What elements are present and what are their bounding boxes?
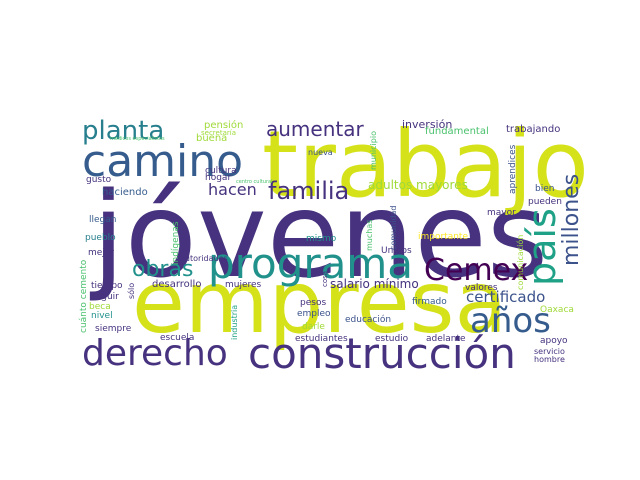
word-gusto: gusto	[86, 175, 112, 185]
word-certificado: certificado	[466, 288, 545, 306]
word-firmado: firmado	[412, 297, 447, 307]
word-empleo: empleo	[297, 309, 331, 319]
word-llegan: llegan	[89, 215, 116, 225]
word-importante: importante	[418, 232, 468, 242]
word-bien: bien	[535, 184, 554, 194]
word-unidos: Unidos	[381, 246, 412, 256]
word-millones: millones	[559, 174, 584, 266]
word-autoridades: autoridades	[180, 254, 228, 263]
word-muchas: muchas	[365, 220, 374, 251]
word-cosa: cosa	[321, 271, 329, 287]
word-trabajo: trabajo	[262, 111, 589, 218]
word-adelante: adelante	[426, 334, 466, 344]
word-beca: beca	[89, 302, 111, 312]
word-nueva: nueva	[308, 148, 333, 157]
word-aumentar: aumentar	[266, 117, 364, 141]
word-educacion: educación	[345, 314, 391, 325]
word-hacen: hacen	[208, 180, 257, 199]
word-anos: años	[470, 301, 551, 341]
word-cultura: cultura	[205, 166, 237, 176]
word-apoyo: apoyo	[540, 336, 568, 346]
word-indigenas: indígenas	[171, 221, 181, 265]
word-haciendo: haciendo	[102, 187, 148, 198]
word-nivel: nivel	[91, 311, 113, 321]
word-mujeres: mujeres	[225, 280, 262, 290]
word-hombre: hombre	[534, 355, 565, 364]
word-planta: planta	[82, 116, 164, 146]
word-buena: buena	[196, 133, 227, 144]
word-oaxaca: Oaxaca	[540, 305, 574, 315]
word-pesos: pesos	[300, 298, 326, 308]
word-solo: sólo	[126, 283, 136, 299]
word-derecho: derecho	[82, 333, 228, 374]
word-empresa: empresa	[132, 253, 507, 353]
word-obras: obras	[132, 257, 193, 282]
word-medicos-especialistas: médicos especialistas	[110, 135, 165, 142]
word-siempre: siempre	[95, 324, 132, 334]
word-adultos-mayores: adultos mayores	[368, 178, 468, 192]
word-desarrollo: desarrollo	[152, 279, 201, 290]
word-pais: país	[520, 208, 564, 286]
word-aprendices: aprendices	[508, 144, 518, 194]
word-comunicacion: comunicación	[515, 235, 525, 290]
word-jovenes: jóvenes	[89, 166, 548, 304]
word-comunidad: comunidad	[389, 205, 398, 250]
word-seguir: seguir	[91, 292, 119, 302]
word-industria: industria	[230, 305, 239, 340]
word-hogar: hogar	[205, 173, 231, 183]
word-familia: familia	[268, 177, 349, 205]
word-estudio: estudio	[375, 334, 409, 344]
word-estudiantes: estudiantes	[295, 334, 348, 344]
word-construccion: construcción	[248, 329, 516, 378]
word-trabajando: trabajando	[506, 124, 560, 135]
word-fundamental: fundamental	[425, 126, 489, 137]
word-cemex: Cemex	[424, 253, 528, 288]
word-mismo: mismo	[306, 234, 337, 244]
word-servicio: servicio	[534, 347, 565, 356]
word-pueblo: pueblo	[85, 233, 116, 243]
word-inversion: inversión	[402, 118, 452, 131]
word-escuela: escuela	[160, 333, 194, 343]
word-centro-cultural: centro cultural	[236, 179, 273, 185]
word-salario-minimo: salario mínimo	[330, 277, 419, 291]
word-mayor: mayor	[487, 208, 516, 218]
word-darle: darle	[302, 322, 325, 332]
word-tiempo: tiempo	[91, 281, 123, 291]
word-pension: pensión	[204, 119, 243, 131]
word-mejor: mejor	[88, 248, 114, 258]
word-cuanto-cemento: cuánto cemento	[79, 259, 89, 333]
word-municipio: municipio	[369, 131, 378, 170]
word-pueden: pueden	[528, 197, 562, 207]
word-secretaria: secretaría	[201, 129, 236, 137]
word-programa: programa	[208, 239, 413, 288]
word-valores: valores	[465, 283, 498, 293]
word-camino: camino	[82, 136, 243, 187]
